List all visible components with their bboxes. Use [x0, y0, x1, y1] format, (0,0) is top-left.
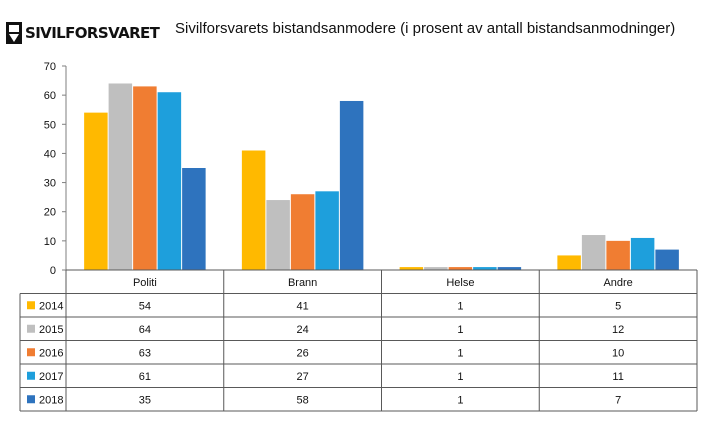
- category-label: Andre: [603, 277, 632, 289]
- bar-2018-politi: [182, 168, 206, 270]
- bar-2014-politi: [84, 112, 108, 270]
- bar-2016-andre: [606, 240, 630, 270]
- bar-2017-politi: [157, 92, 182, 270]
- legend-key-2015: [27, 324, 35, 333]
- data-label: 27: [297, 371, 309, 383]
- data-label: 58: [297, 394, 309, 406]
- data-label: 10: [612, 347, 624, 359]
- chart-title: Sivilforsvarets bistandsanmodere (i pros…: [175, 20, 676, 37]
- legend-key-2018: [27, 395, 35, 404]
- data-label: 12: [612, 324, 624, 336]
- bar-2016-helse: [448, 267, 473, 270]
- y-tick-label: 30: [44, 178, 56, 190]
- data-label: 24: [297, 324, 309, 336]
- bar-2018-helse: [497, 267, 522, 270]
- bar-2017-andre: [630, 237, 655, 270]
- bar-2017-helse: [473, 267, 497, 270]
- data-label: 26: [297, 347, 309, 359]
- y-tick-label: 50: [44, 119, 56, 131]
- data-label: 1: [457, 347, 463, 359]
- legend-label: 2018: [39, 394, 63, 406]
- data-label: 64: [139, 324, 151, 336]
- y-tick-label: 40: [44, 148, 56, 160]
- data-label: 1: [457, 371, 463, 383]
- legend-label: 2016: [39, 347, 63, 359]
- logo-text: SIVILFORSVARET: [25, 24, 160, 42]
- data-label: 1: [457, 324, 463, 336]
- data-label: 41: [297, 300, 309, 312]
- data-label: 1: [457, 300, 463, 312]
- legend-key-2017: [27, 371, 35, 380]
- bar-2016-politi: [133, 86, 157, 271]
- legend-label: 2014: [39, 300, 63, 312]
- bar-2015-politi: [108, 83, 133, 270]
- sivilforsvaret-logo: SIVILFORSVARET: [6, 22, 160, 46]
- data-label: 61: [139, 371, 151, 383]
- bar-2014-helse: [399, 267, 424, 270]
- bar-2015-brann: [266, 200, 290, 270]
- y-tick-label: 10: [44, 236, 56, 248]
- data-label: 5: [615, 300, 621, 312]
- bar-2015-helse: [424, 267, 448, 270]
- legend-label: 2017: [39, 371, 63, 383]
- data-label: 7: [615, 394, 621, 406]
- y-tick-label: 60: [44, 90, 56, 102]
- y-tick-label: 0: [50, 265, 56, 277]
- category-label: Politi: [133, 277, 157, 289]
- data-label: 54: [139, 300, 151, 312]
- bar-2017-brann: [315, 191, 339, 270]
- data-label: 35: [139, 394, 151, 406]
- data-label: 11: [612, 371, 623, 383]
- category-label: Brann: [288, 277, 317, 289]
- bar-2014-brann: [241, 150, 266, 270]
- legend-label: 2015: [39, 324, 63, 336]
- shield-emblem-icon: [6, 22, 22, 44]
- bar-2014-andre: [557, 255, 581, 270]
- y-tick-label: 20: [44, 207, 56, 219]
- data-label: 1: [457, 394, 463, 406]
- category-label: Helse: [446, 277, 474, 289]
- y-tick-label: 70: [44, 61, 56, 73]
- bar-2018-andre: [655, 249, 679, 270]
- data-label: 63: [139, 347, 151, 359]
- bar-2015-andre: [581, 235, 606, 270]
- legend-key-2014: [27, 301, 35, 310]
- bar-2018-brann: [339, 100, 364, 270]
- legend-key-2016: [27, 348, 35, 357]
- bar-2016-brann: [290, 194, 315, 270]
